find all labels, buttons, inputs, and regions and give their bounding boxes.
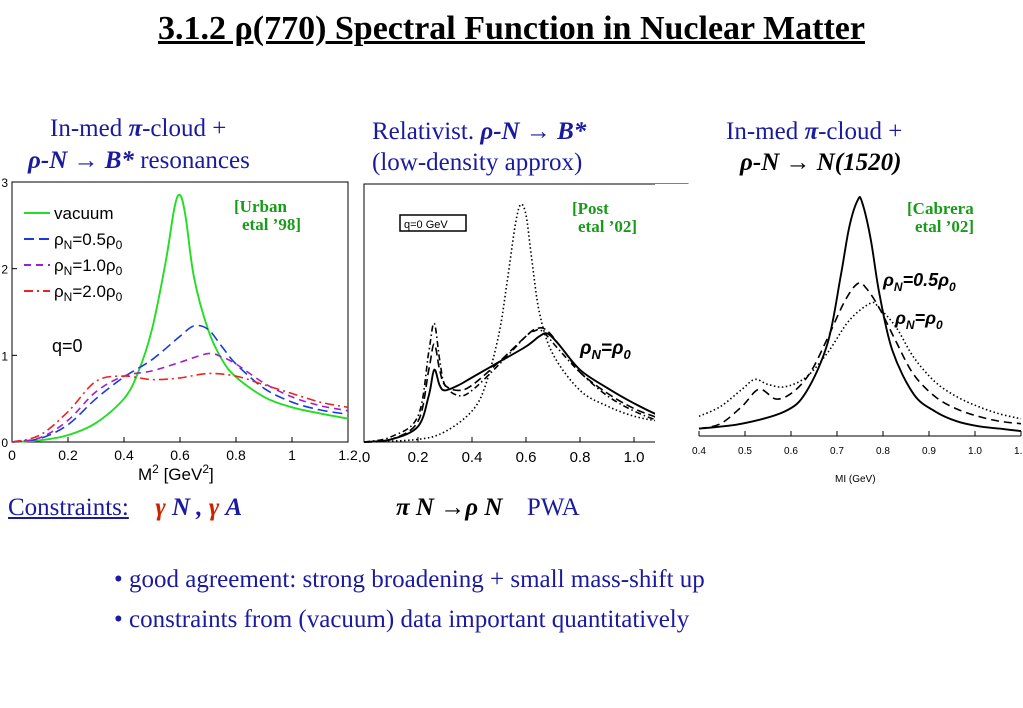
left-header-text-a: In-med (50, 115, 129, 142)
y-tick-label: 3 (1, 176, 8, 190)
series-line-0-2 (11, 352, 349, 443)
x-tick-label: 1.1 (1014, 446, 1023, 457)
x-tick-label: 1.0 (624, 449, 645, 466)
x-tick-label: 0.2 (58, 447, 78, 463)
right-reference-line2: etal ’02] (915, 217, 975, 236)
pwa-n2: N (478, 494, 503, 521)
x-tick-label: 0.4 (692, 446, 706, 457)
x-tick-label: 0.5 (738, 446, 752, 457)
mid-annotation: ρN=ρ0 (579, 338, 632, 362)
bullet-2: • constraints from (vacuum) data importa… (114, 606, 690, 633)
x-tick-label: 0.9 (922, 446, 936, 457)
x-tick-label: 0.6 (170, 447, 190, 463)
right-header-reaction: ρ-N → N(1520) (740, 149, 902, 176)
left-header-reaction: ρ-N → B* (28, 147, 134, 174)
series-line-0-1 (11, 324, 349, 443)
series-line-1-2 (363, 326, 689, 443)
mid-header-line1: Relativist. ρ-N → B* (372, 117, 586, 147)
x-tick-label: 1 (288, 447, 296, 463)
x-tick-label: 0.8 (570, 449, 591, 466)
x-tick-label: 0.4 (114, 447, 134, 463)
x-tick-label: 0 (8, 447, 16, 463)
left-header-line2: ρ-N → B* resonances (28, 146, 250, 176)
x-tick-label: 0.6 (784, 446, 798, 457)
series-line-2-1 (698, 282, 1022, 430)
left-header-pi: π (128, 115, 143, 142)
left-reference-line1: [Urban (234, 197, 287, 216)
y-tick-label: 0 (1, 436, 8, 450)
mid-reference-line1: [Post (572, 199, 609, 218)
legend-rho05: ρN=0.5ρ0 (54, 230, 123, 252)
x-tick-label: 0.8 (226, 447, 246, 463)
left-header-text-b: -cloud + (142, 115, 227, 142)
constraints-n: N , (165, 494, 203, 521)
right-chart: 0.40.50.60.70.80.91.01.1 ρN=0.5ρ0 ρN=ρ0 … (655, 184, 1023, 488)
constraints-row: Constraints: γ N , γ A (8, 494, 242, 522)
bullet-1: • good agreement: strong broadening + sm… (114, 566, 705, 593)
x-tick-label: 1.0 (968, 446, 982, 457)
x-tick-label: 0.7 (830, 446, 844, 457)
left-reference: [Urban etal ’98] (234, 198, 301, 234)
mid-legend-box (399, 214, 467, 232)
mid-reference: [Post etal ’02] (572, 200, 637, 236)
mid-chart-panel: .00.20.40.60.81.01.2 q=0 GeV ρN=ρ0 [Post… (358, 178, 700, 495)
pwa-n1: N → (409, 494, 466, 521)
left-annotation: q=0 (52, 336, 83, 356)
mid-header-text-a: Relativist. (372, 118, 481, 145)
right-reference-line1: [Cabrera (907, 199, 974, 218)
mid-chart: .00.20.40.60.81.01.2 q=0 GeV ρN=ρ0 (358, 178, 700, 490)
left-reference-line2: etal ’98] (242, 215, 302, 234)
left-header-line1: In-med π-cloud + (50, 114, 226, 144)
x-tick-label: 0.8 (876, 446, 890, 457)
constraints-a: A (219, 494, 243, 521)
right-header-pi: π (804, 118, 819, 145)
y-tick-label: 2 (1, 263, 8, 277)
mid-legend-label: q=0 GeV (404, 219, 448, 231)
series-line-2-0 (698, 196, 1022, 433)
right-chart-panel: 0.40.50.60.70.80.91.01.1 ρN=0.5ρ0 ρN=ρ0 … (655, 184, 1023, 493)
legend-vacuum: vacuum (54, 204, 114, 223)
right-xlabel: MI (GeV) (835, 474, 876, 485)
mid-header-line2: (low-density approx) (372, 149, 583, 176)
left-header-resonances: resonances (133, 147, 250, 174)
x-tick-label: .0 (358, 449, 370, 466)
mid-header-reaction: ρ-N → B* (480, 118, 587, 145)
series-line-1-1 (363, 332, 689, 443)
x-tick-label: 1.2 (338, 447, 358, 463)
pwa-rho: ρ (465, 494, 479, 521)
slide-title: 3.1.2 ρ(770) Spectral Function in Nuclea… (158, 10, 865, 47)
left-chart-panel: 0 0.2 0.4 0.6 0.8 1 1.2 0 1 2 3 vacuum ρN=0.5ρ0 ρN… (0, 174, 362, 501)
pwa-label: PWA (526, 494, 580, 521)
right-header-line1: In-med π-cloud + (726, 117, 902, 147)
y-tick-label: 1 (1, 349, 8, 363)
series-line-1-0 (363, 203, 689, 443)
right-reference: [Cabrera etal ’02] (907, 200, 974, 236)
constraints-label: Constraints: (8, 494, 129, 521)
right-header-line2: ρ-N → N(1520) (740, 148, 901, 178)
x-tick-label: 0.2 (408, 449, 429, 466)
series-line-0-3 (11, 372, 349, 443)
right-header-text-b: -cloud + (818, 118, 903, 145)
x-tick-label: 0.6 (516, 449, 537, 466)
constraints-gamma2: γ (202, 494, 220, 521)
constraints-gamma1: γ (155, 494, 166, 521)
mid-reference-line2: etal ’02] (578, 217, 638, 236)
series-line-0-0 (11, 193, 349, 443)
pwa-pi: π (396, 494, 410, 521)
x-tick-label: 0.4 (462, 449, 483, 466)
right-header-text-a: In-med (726, 118, 805, 145)
pwa-row: π N →ρ N PWA (396, 494, 580, 522)
